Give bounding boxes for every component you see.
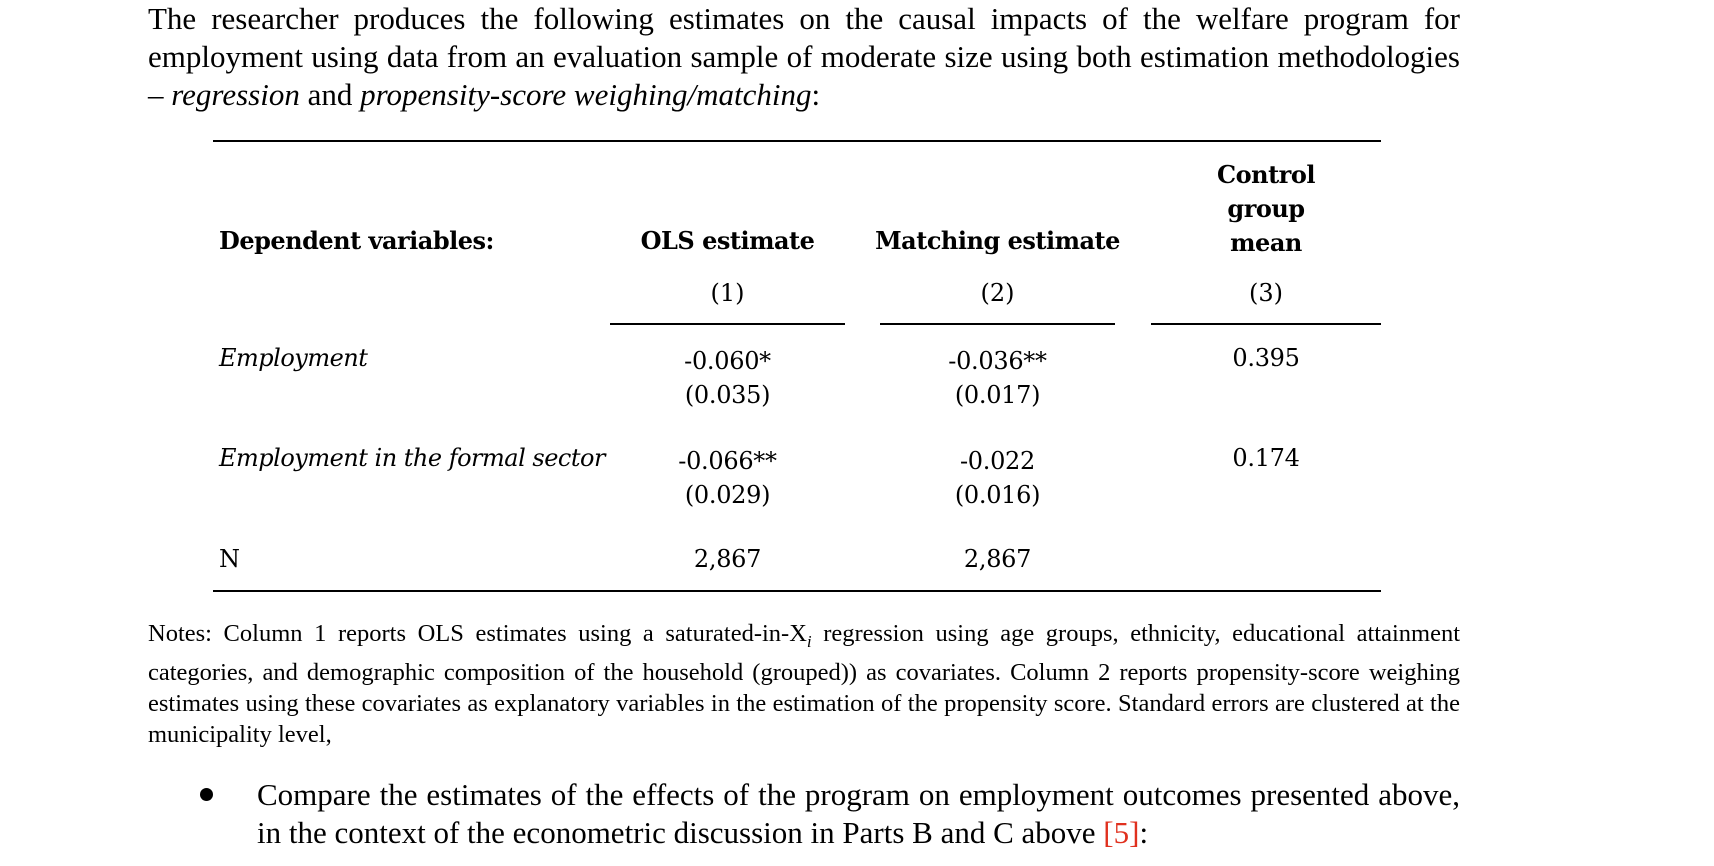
notes-text-start: Notes: Column 1 reports OLS estimates us… (148, 620, 807, 647)
n-matching: 2,867 (963, 545, 1032, 573)
row-employment-control-mean: 0.395 (1232, 344, 1300, 372)
method-propensity-score: propensity-score weighing/matching (360, 77, 812, 112)
col1-underline (610, 323, 845, 325)
row-employment-ols: -0.060* (0.035) (610, 344, 845, 412)
matching-estimate-value: -0.022 (959, 447, 1036, 475)
header-dependent-variables: Dependent variables: (219, 226, 494, 255)
col3-underline (1151, 323, 1381, 325)
method-regression: regression (171, 77, 300, 112)
row-label-employment: Employment (219, 344, 368, 372)
ols-standard-error: (0.029) (684, 481, 771, 509)
header-ols-estimate: OLS estimate (640, 226, 815, 255)
header-control-group-mean: Control group mean (1151, 158, 1381, 260)
column-number-2: (2) (980, 279, 1015, 307)
row-label-employment-formal: Employment in the formal sector (219, 444, 605, 472)
header-control-line1: Control (1217, 160, 1315, 189)
question-body: Compare the estimates of the effects of … (257, 777, 1460, 850)
intro-colon: : (811, 77, 821, 112)
column-number-3: (3) (1249, 279, 1283, 307)
header-control-line3: mean (1230, 228, 1302, 257)
col2-underline (880, 323, 1115, 325)
ols-estimate-value: -0.060* (684, 347, 771, 375)
row-formal-ols: -0.066** (0.029) (610, 444, 845, 512)
matching-standard-error: (0.017) (954, 381, 1041, 409)
header-matching-estimate: Matching estimate (875, 226, 1120, 255)
intro-and: and (299, 77, 361, 112)
ols-estimate-value: -0.066** (678, 447, 777, 475)
notes-text-end: regression using age groups, ethnicity, … (148, 620, 1461, 748)
question-colon: : (1139, 815, 1149, 850)
row-label-n: N (219, 545, 240, 573)
table-bottom-rule (213, 590, 1381, 592)
matching-standard-error: (0.016) (954, 481, 1041, 509)
header-control-line2: group (1227, 194, 1305, 223)
bullet-icon (200, 788, 213, 801)
ols-standard-error: (0.035) (684, 381, 771, 409)
column-number-1: (1) (710, 279, 745, 307)
question-text: Compare the estimates of the effects of … (257, 776, 1460, 852)
intro-text: The researcher produces the following es… (148, 1, 1460, 112)
notes-subscript: i (806, 631, 812, 651)
matching-estimate-value: -0.036** (948, 347, 1047, 375)
row-formal-control-mean: 0.174 (1232, 444, 1300, 472)
row-formal-matching: -0.022 (0.016) (880, 444, 1115, 512)
row-employment-matching: -0.036** (0.017) (880, 344, 1115, 412)
question-marks: [5] (1103, 815, 1140, 850)
n-ols: 2,867 (693, 545, 762, 573)
intro-paragraph: The researcher produces the following es… (148, 0, 1460, 114)
table-top-rule (213, 140, 1381, 142)
table-notes: Notes: Column 1 reports OLS estimates us… (148, 618, 1460, 750)
